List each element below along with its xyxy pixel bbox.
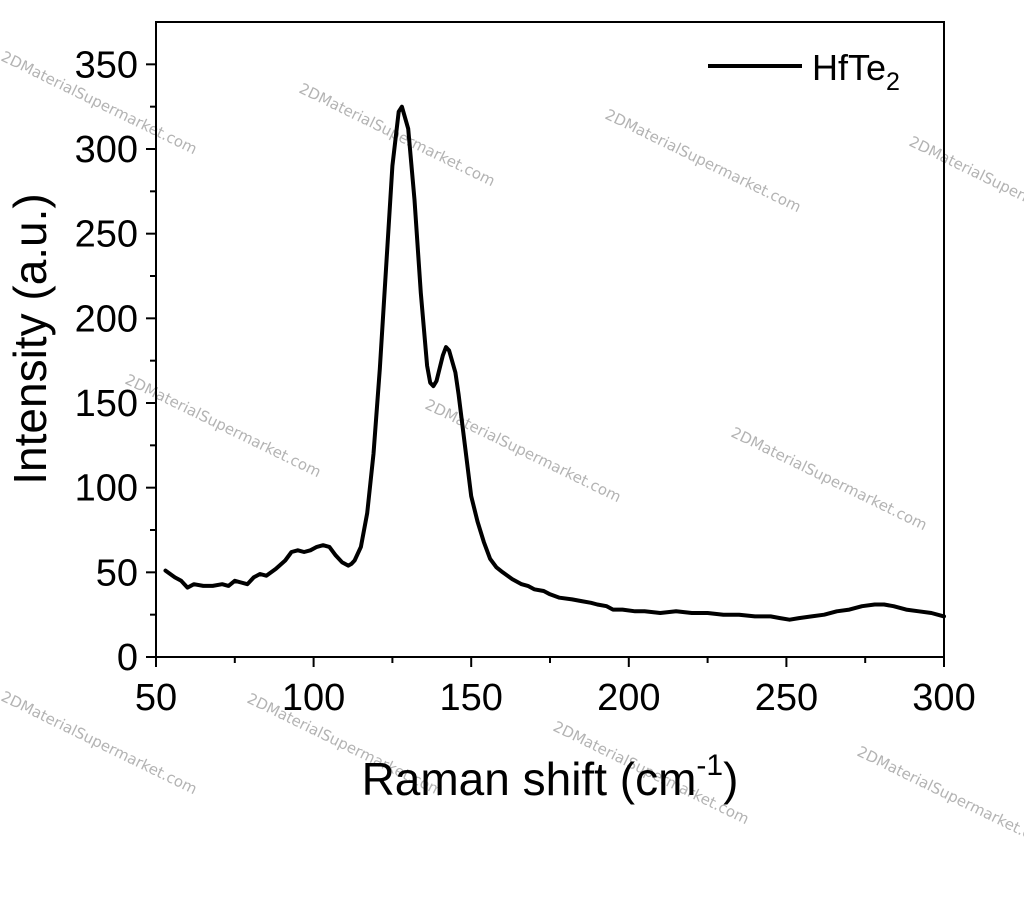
x-axis-title: Raman shift (cm-1) (362, 749, 739, 805)
y-tick-label: 100 (75, 468, 138, 510)
legend-label-sub: 2 (886, 68, 900, 96)
x-tick-label: 250 (755, 677, 818, 719)
y-tick-label: 200 (75, 298, 138, 340)
y-tick-label: 150 (75, 383, 138, 425)
x-tick-label: 150 (439, 677, 502, 719)
series-line-hfte2 (163, 104, 946, 622)
x-tick-label: 200 (597, 677, 660, 719)
x-axis-title-main: Raman shift (cm (362, 753, 697, 805)
x-axis-title-end: ) (723, 753, 738, 805)
watermark-text: 2DMaterialSupermarket.com (422, 395, 624, 506)
watermark-text: 2DMaterialSupermarket.com (906, 132, 1024, 243)
watermark-layer: 2DMaterialSupermarket.com 2DMaterialSuper… (0, 47, 1024, 853)
y-axis-title: Intensity (a.u.) (4, 193, 56, 484)
y-tick-label: 300 (75, 129, 138, 171)
y-tick-label: 350 (75, 44, 138, 86)
watermark-text: 2DMaterialSupermarket.com (122, 370, 324, 481)
plot-frame (155, 21, 945, 658)
x-axis-title-sup: -1 (696, 749, 723, 782)
x-tick-label: 50 (135, 677, 177, 719)
x-tick-label: 300 (912, 677, 975, 719)
watermark-text: 2DMaterialSupermarket.com (854, 742, 1024, 853)
watermark-text: 2DMaterialSupermarket.com (728, 423, 930, 534)
y-tick-label: 250 (75, 214, 138, 256)
legend-label-main: HfTe (812, 47, 886, 88)
watermark-text: 2DMaterialSupermarket.com (602, 105, 804, 216)
legend-label: HfTe2 (812, 47, 900, 96)
y-tick-label: 0 (117, 637, 138, 679)
legend: HfTe2 (708, 47, 900, 96)
y-tick-label: 50 (96, 552, 138, 594)
x-tick-label: 100 (282, 677, 345, 719)
